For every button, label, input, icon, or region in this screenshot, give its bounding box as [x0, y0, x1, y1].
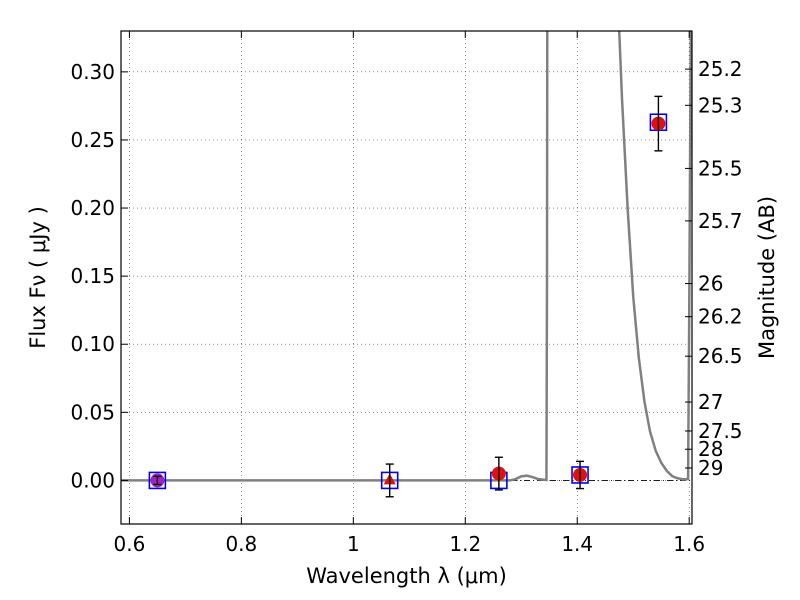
- mag-tick-label: 25.7: [698, 209, 743, 233]
- mag-tick-label: 26.2: [698, 305, 743, 329]
- sed-curve-blue: [121, 31, 549, 482]
- axes-frame: [120, 30, 693, 525]
- y-tick-label: 0.05: [70, 400, 115, 424]
- plot-area: [121, 31, 692, 498]
- x-tick-label: 0.8: [225, 532, 257, 556]
- clipped-data: [121, 31, 692, 498]
- y-axis-label: Flux Fν ( μJy ): [26, 206, 50, 349]
- x-axis-label: Wavelength λ (μm): [306, 564, 507, 588]
- mag-tick-label: 27.5: [698, 419, 743, 443]
- axis-ticks: 0.6 0.8 1 1.2 1.4 1.6 0.00 0.05 0.10 0.15 0.20 0.25…: [70, 31, 743, 556]
- mag-tick-label: 25.2: [698, 57, 743, 81]
- y-tick-label: 0.00: [70, 468, 115, 492]
- y-tick-label: 0.15: [70, 264, 115, 288]
- grid-lines: [121, 31, 692, 524]
- x-tick-label: 1.6: [673, 532, 705, 556]
- model-point-square: [148, 471, 167, 490]
- mag-tick-label: 25.5: [698, 156, 743, 180]
- mag-tick-label: 28: [698, 437, 723, 461]
- mag-tick-label: 29: [698, 456, 723, 480]
- x-tick-label: 1.2: [449, 532, 481, 556]
- sed-curve-red: [617, 31, 692, 481]
- y-tick-label: 0.20: [70, 196, 115, 220]
- y-tick-label: 0.30: [70, 60, 115, 84]
- y-tick-label: 0.25: [70, 128, 115, 152]
- x-tick-label: 1.4: [561, 532, 593, 556]
- x-tick-label: 0.6: [113, 532, 145, 556]
- x-tick-label: 1: [347, 532, 360, 556]
- mag-tick-label: 26: [698, 272, 723, 296]
- y2-axis-label: Magnitude (AB): [755, 196, 779, 359]
- y-tick-label: 0.10: [70, 332, 115, 356]
- mag-tick-label: 26.5: [698, 344, 743, 368]
- mag-tick-label: 27: [698, 390, 723, 414]
- mag-tick-label: 25.3: [698, 93, 743, 117]
